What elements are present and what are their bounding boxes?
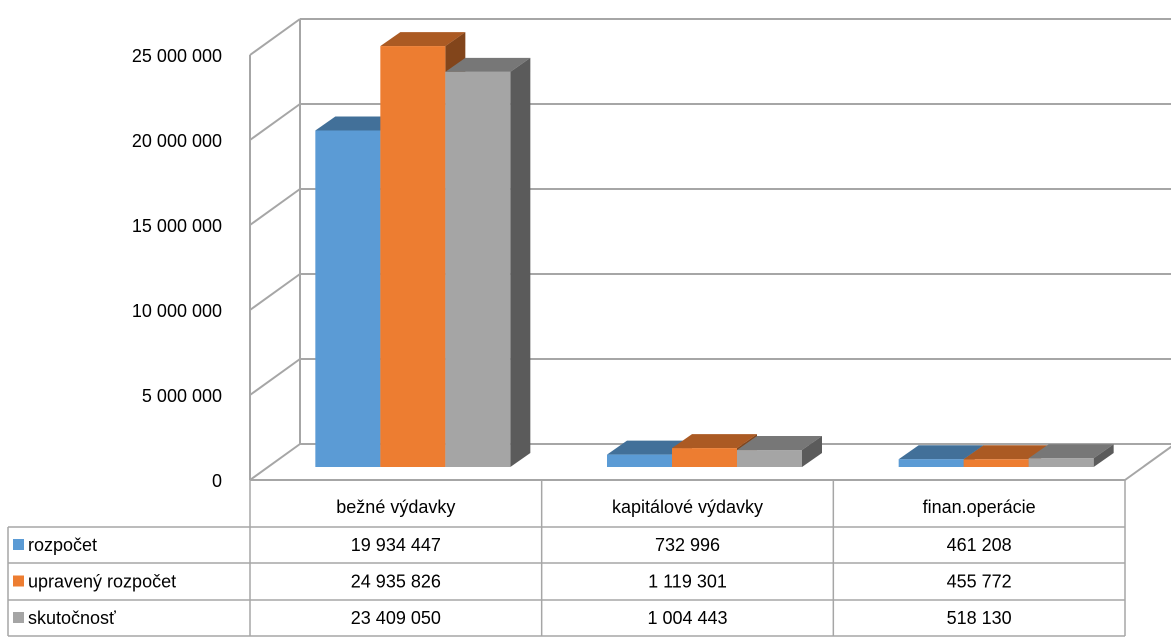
bar	[672, 448, 737, 467]
bar-top	[898, 445, 984, 460]
grid-line-side	[249, 18, 301, 56]
table-value: 1 119 301	[648, 571, 727, 591]
bar	[963, 459, 1029, 467]
legend-swatch	[13, 612, 24, 623]
legend-swatch	[13, 539, 24, 550]
floor-right	[1124, 445, 1171, 481]
bar-top	[445, 57, 531, 72]
table-value: 461 208	[947, 535, 1012, 555]
table-value: 732 996	[655, 535, 720, 555]
bar-top	[672, 434, 757, 449]
bar-side	[510, 57, 531, 468]
bar	[445, 71, 511, 468]
bar-top	[607, 440, 692, 455]
y-tick-label: 0	[212, 471, 222, 491]
x-tick-label: kapitálové výdavky	[612, 497, 763, 517]
bar	[607, 454, 672, 467]
bar-top	[315, 116, 401, 131]
bar	[737, 450, 802, 467]
x-tick-label: bežné výdavky	[336, 497, 455, 517]
bar-top	[963, 445, 1049, 460]
grid-line-side	[249, 443, 301, 481]
bar	[898, 459, 964, 467]
grid-line-side	[249, 358, 301, 396]
bar	[380, 46, 446, 468]
y-tick-label: 15 000 000	[132, 216, 222, 236]
bar-side	[1093, 444, 1114, 467]
bar-top	[737, 436, 822, 451]
table-value: 19 934 447	[351, 535, 441, 555]
bar-top	[1028, 444, 1114, 459]
y-tick-label: 10 000 000	[132, 301, 222, 321]
grid-line-side	[249, 188, 301, 226]
table-value: 518 130	[947, 608, 1012, 628]
x-tick-label: finan.operácie	[923, 497, 1036, 517]
bar-side	[802, 436, 822, 467]
table-value: 24 935 826	[351, 571, 441, 591]
legend-swatch	[13, 575, 24, 587]
y-tick-label: 20 000 000	[132, 131, 222, 151]
table-value: 455 772	[947, 571, 1012, 591]
bar	[1028, 458, 1094, 467]
legend-label: upravený rozpočet	[28, 571, 176, 591]
grid-line-side	[249, 273, 301, 311]
legend-label: skutočnosť	[28, 608, 116, 628]
bar	[315, 130, 381, 467]
y-tick-label: 25 000 000	[132, 46, 222, 66]
bar-top	[380, 32, 466, 47]
legend-label: rozpočet	[28, 535, 97, 555]
grid-line-side	[249, 103, 301, 141]
y-tick-label: 5 000 000	[142, 386, 222, 406]
table-value: 1 004 443	[647, 608, 727, 628]
table-value: 23 409 050	[351, 608, 441, 628]
